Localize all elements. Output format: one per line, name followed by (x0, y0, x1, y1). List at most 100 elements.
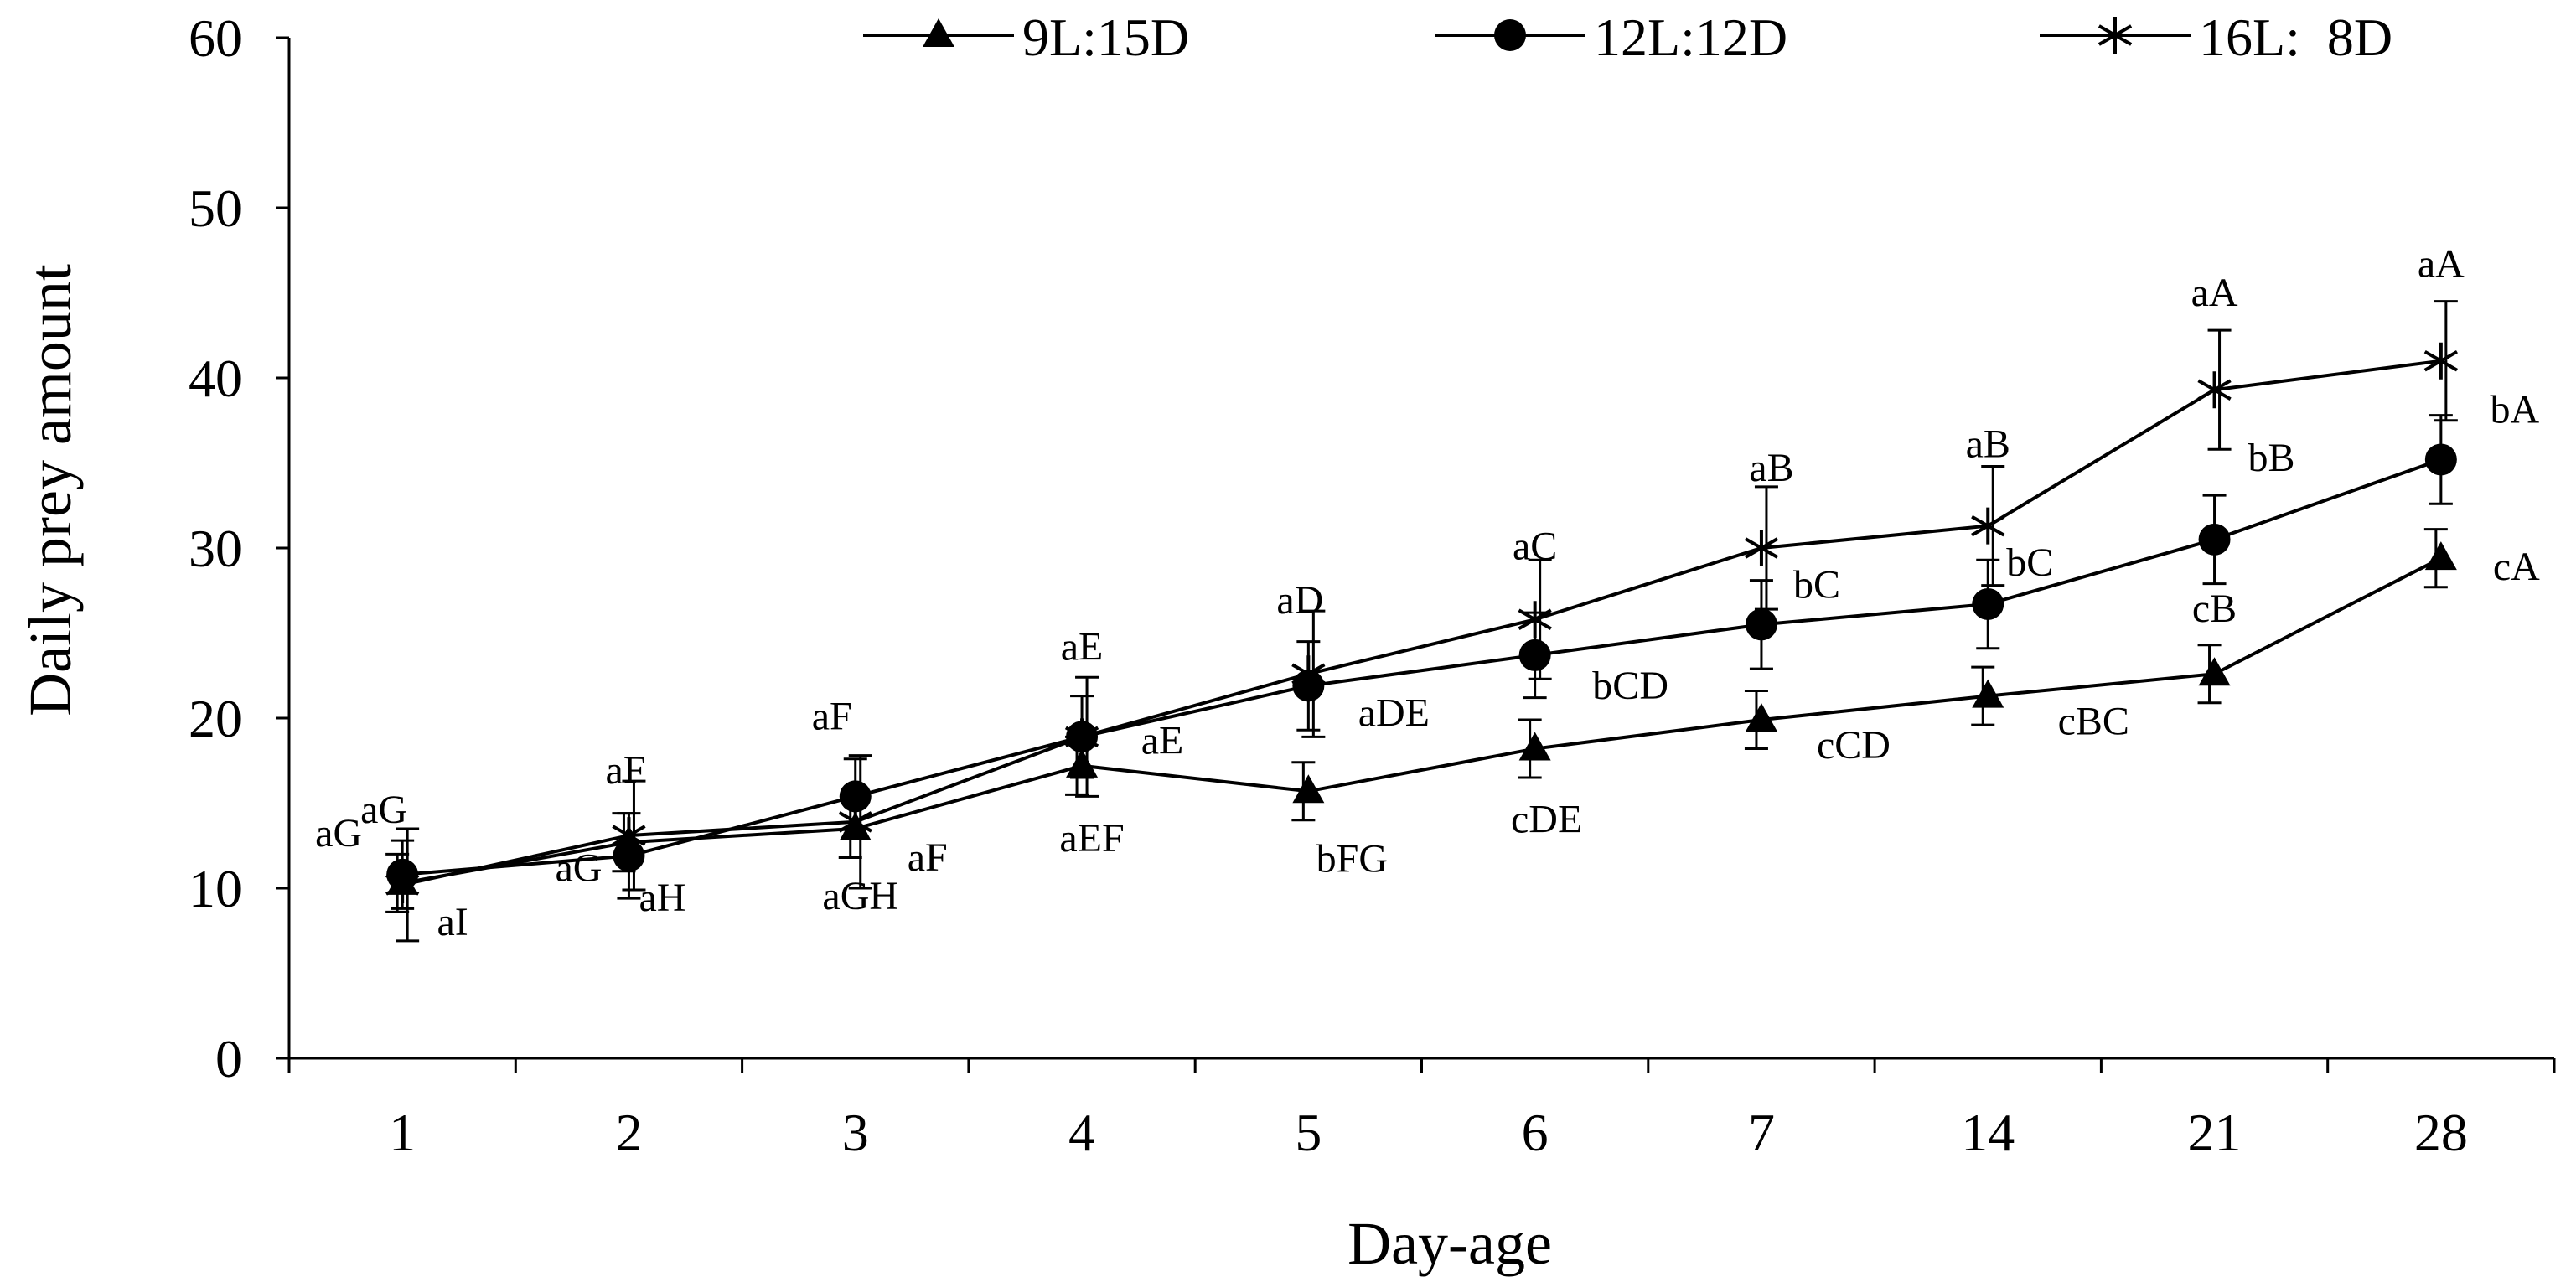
point-label: bFG (1316, 836, 1388, 881)
point-label: aF (605, 748, 645, 793)
triangle-marker (2424, 541, 2457, 571)
circle-marker (1494, 19, 1526, 51)
point-label: cBC (2058, 700, 2129, 744)
circle-marker (1745, 608, 1777, 641)
asterisk-marker (1064, 718, 1099, 756)
series-3 (385, 300, 2458, 943)
asterisk-marker (1744, 530, 1779, 566)
circle-marker (2424, 443, 2457, 476)
x-tick-label: 6 (1522, 1103, 1549, 1162)
asterisk-stroke (1291, 663, 1326, 685)
point-label: aEF (1059, 816, 1124, 861)
point-label: bC (1793, 562, 1840, 607)
asterisk-stroke (838, 811, 872, 833)
point-label: aB (1749, 446, 1793, 490)
triangle-marker (1518, 732, 1551, 761)
x-tick-label: 28 (2414, 1103, 2468, 1162)
point-label: cA (2493, 545, 2540, 589)
point-label: cCD (1817, 723, 1891, 768)
y-tick-label: 60 (189, 8, 242, 68)
point-label: aA (2191, 271, 2238, 315)
point-label: bC (2006, 540, 2053, 585)
point-label: aA (2418, 242, 2465, 287)
triangle-marker (2198, 657, 2231, 686)
triangle-marker (1292, 774, 1325, 804)
triangle-marker (1972, 679, 2004, 708)
y-tick-label: 50 (189, 178, 242, 238)
asterisk-marker (2423, 342, 2458, 380)
series-2 (386, 414, 2457, 910)
point-label: aF (812, 694, 852, 738)
point-label: bB (2248, 436, 2295, 480)
x-tick-label: 3 (842, 1103, 869, 1162)
y-tick-label: 40 (189, 349, 242, 408)
x-tick-label: 7 (1748, 1103, 1775, 1162)
asterisk-marker (2197, 371, 2232, 409)
point-label: aG (555, 845, 602, 890)
series-layer (385, 300, 2458, 943)
point-label: aE (1061, 624, 1104, 669)
point-label: aG (315, 811, 362, 856)
series-line (401, 359, 2442, 887)
point-label: aB (1966, 422, 2010, 467)
asterisk-marker (1291, 655, 1326, 693)
asterisk-stroke (2423, 349, 2458, 372)
point-label: aH (639, 876, 685, 920)
legend-entry-2: 12L:12D (1435, 8, 1787, 67)
x-tick-label: 1 (389, 1103, 416, 1162)
circle-marker (2198, 523, 2231, 556)
legend-label: 16L: 8D (2199, 8, 2392, 67)
legend-entry-1: 9L:15D (863, 8, 1189, 67)
y-tick-label: 20 (189, 689, 242, 748)
asterisk-stroke (2197, 379, 2232, 401)
asterisk-stroke (385, 874, 420, 896)
legend-entry-3: 16L: 8D (2040, 8, 2392, 67)
legend-label: 9L:15D (1022, 8, 1189, 67)
circle-marker (1518, 638, 1551, 671)
asterisk-marker (2098, 17, 2133, 54)
x-tick-label: 4 (1068, 1103, 1095, 1162)
point-label: aDE (1358, 690, 1430, 735)
asterisk-marker (385, 866, 420, 903)
asterisk-marker (1518, 601, 1552, 638)
point-label: cB (2192, 587, 2237, 631)
triangle-marker (1745, 703, 1777, 732)
x-axis-title: Day-age (1347, 1210, 1552, 1277)
point-label: cDE (1511, 798, 1582, 842)
asterisk-marker (612, 817, 646, 855)
point-label: aF (908, 835, 948, 880)
x-tick-label: 5 (1295, 1103, 1322, 1162)
x-tick-label: 21 (2188, 1103, 2242, 1162)
point-label: aG (360, 788, 407, 832)
asterisk-stroke (1971, 514, 2005, 537)
y-tick-label: 0 (215, 1029, 242, 1088)
point-label: aD (1276, 578, 1323, 623)
point-label: aC (1513, 524, 1557, 568)
y-tick-label: 30 (189, 519, 242, 578)
asterisk-stroke (2098, 24, 2133, 46)
point-label: bCD (1592, 664, 1668, 708)
asterisk-stroke (1518, 608, 1552, 630)
asterisk-stroke (1744, 537, 1779, 559)
asterisk-stroke (1064, 726, 1099, 748)
asterisk-stroke (612, 825, 646, 846)
point-label: aI (437, 900, 468, 944)
point-label: bA (2491, 387, 2540, 432)
series-line (401, 556, 2442, 885)
y-tick-label: 10 (189, 859, 242, 918)
x-tick-label: 2 (615, 1103, 642, 1162)
legend: 9L:15D 12L:12D 16L: 8D (863, 8, 2392, 67)
axes-layer: 0 10 20 30 40 50 60 1 2 3 4 5 6 7 14 21 28 (189, 8, 2556, 1162)
legend-label: 12L:12D (1594, 8, 1787, 67)
point-label: aGH (822, 874, 898, 918)
circle-marker (613, 840, 645, 872)
circle-marker (1972, 587, 2004, 620)
triangle-marker (923, 18, 954, 47)
asterisk-marker (838, 803, 872, 840)
y-axis-title: Daily prey amount (17, 264, 84, 716)
x-tick-label: 14 (1961, 1103, 2015, 1162)
asterisk-marker (1971, 507, 2005, 545)
series-line (401, 458, 2442, 876)
